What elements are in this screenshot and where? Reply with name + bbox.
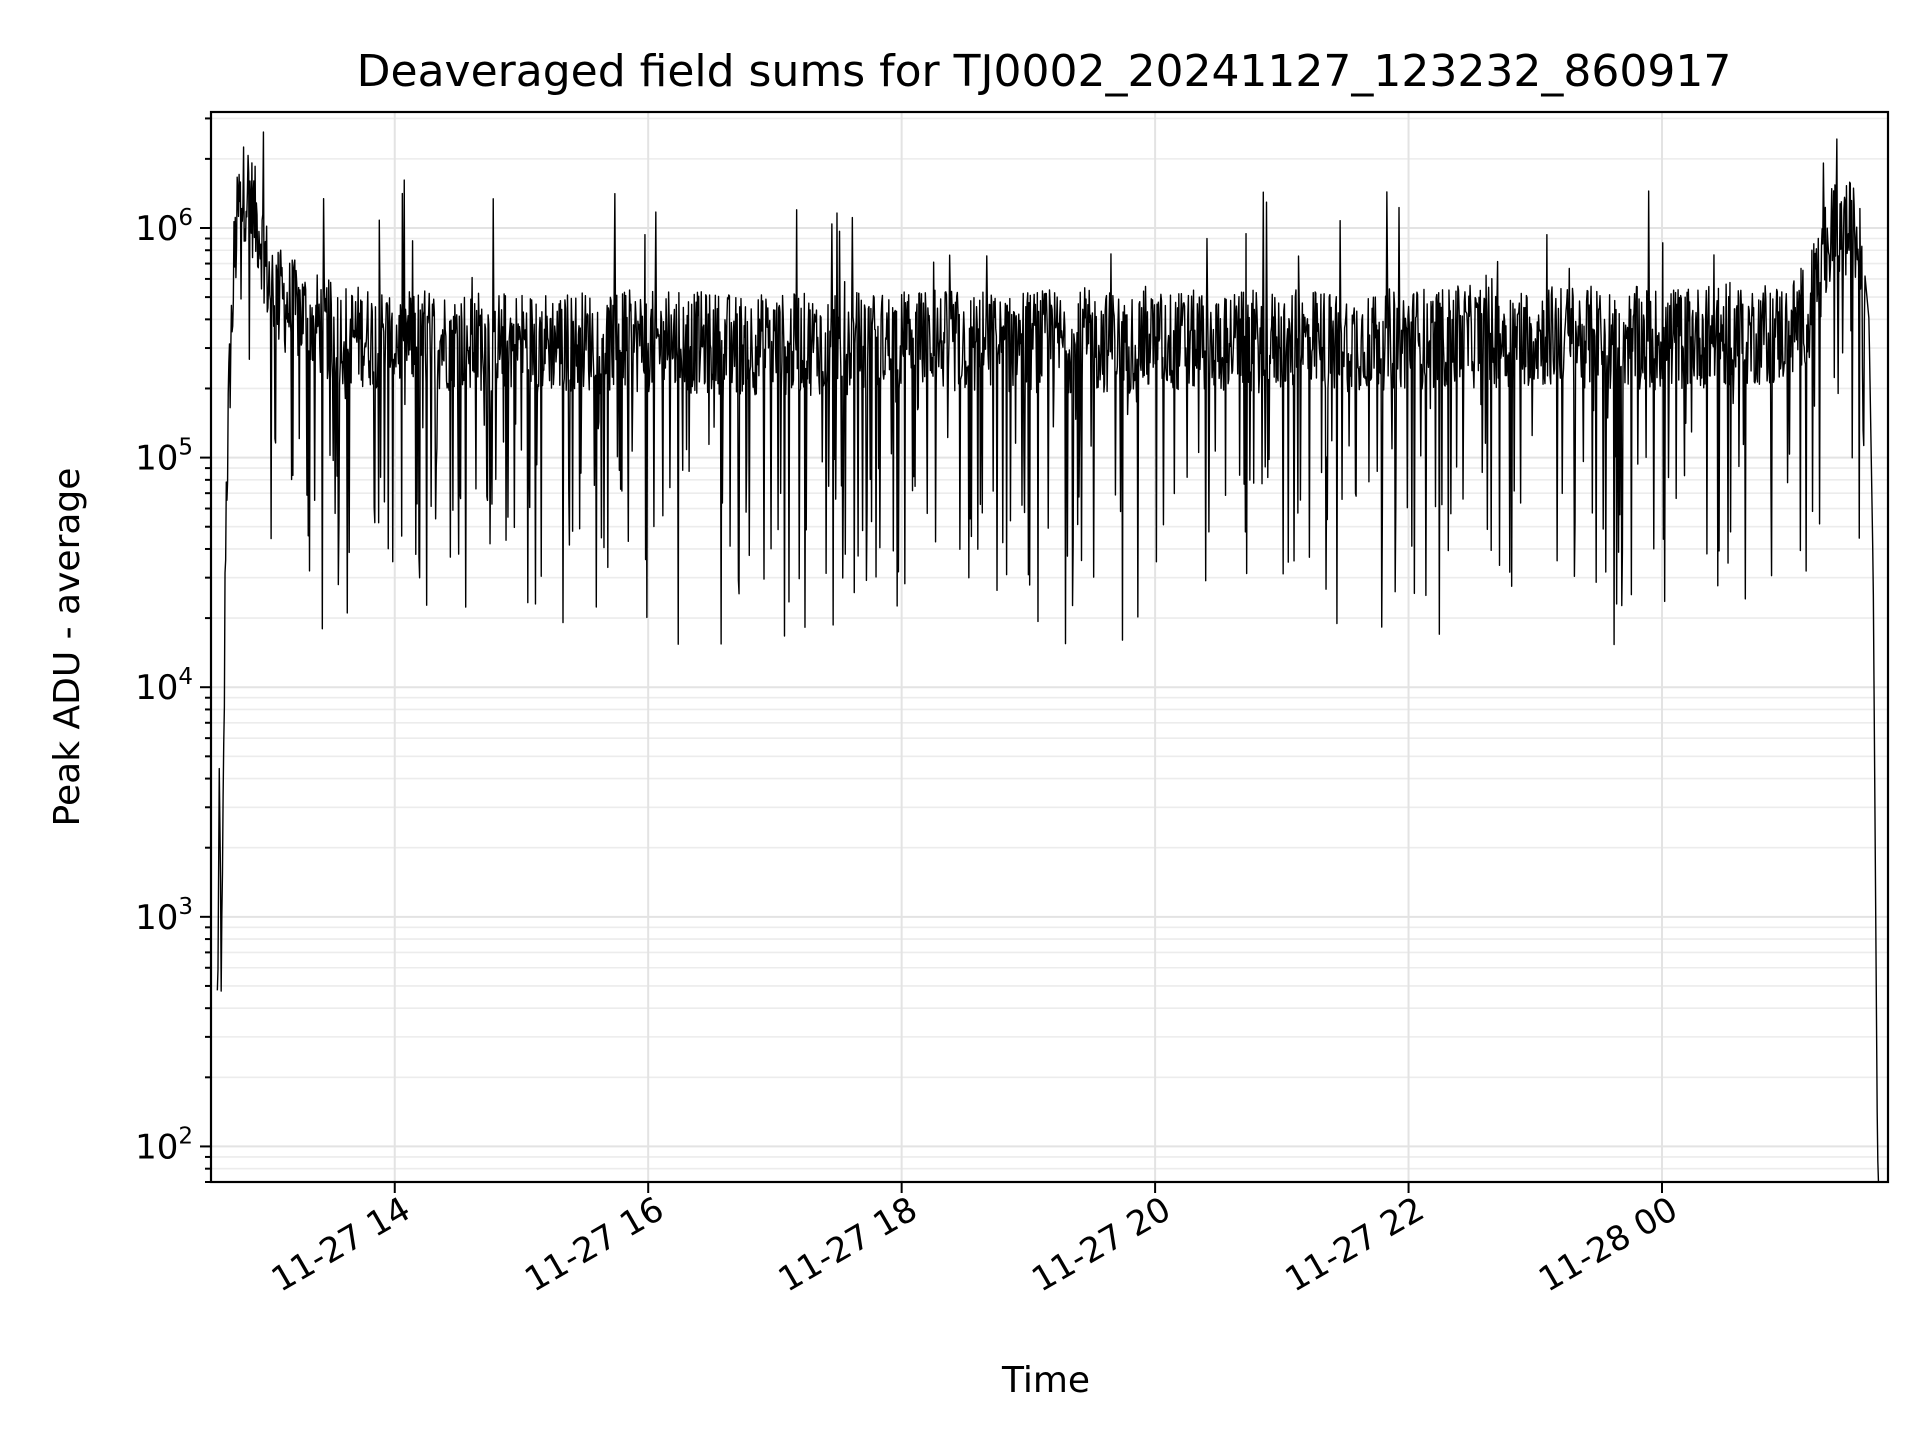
y-tick-label: 104 [135,664,193,708]
y-tick-exponent: 2 [178,1123,193,1149]
y-tick-base: 10 [135,439,178,479]
chart-title: Deaveraged field sums for TJ0002_2024112… [357,46,1732,97]
y-tick-label: 102 [135,1123,193,1167]
y-axis-label: Peak ADU - average [47,468,88,827]
y-tick-base: 10 [135,1127,178,1167]
plot-frame [209,110,1890,1184]
series-line [216,131,1882,1183]
y-tick-exponent: 6 [178,205,193,231]
y-tick-exponent: 3 [178,894,193,920]
grid [211,112,1888,1183]
y-tick-label: 105 [135,435,193,479]
series-layer [216,131,1882,1183]
y-tick-label: 106 [135,205,193,249]
x-axis-label: Time [1001,1360,1090,1401]
y-tick-base: 10 [135,668,178,708]
y-tick-base: 10 [135,209,178,249]
y-tick-label: 103 [135,894,193,938]
y-tick-exponent: 4 [178,664,193,690]
y-tick-base: 10 [135,898,178,938]
y-tick-exponent: 5 [178,435,193,461]
